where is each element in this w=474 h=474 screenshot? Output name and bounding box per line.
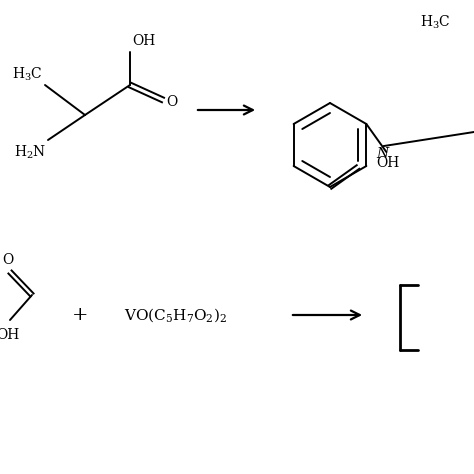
Text: $\mathregular{N}$: $\mathregular{N}$ bbox=[376, 146, 391, 162]
Text: $\mathregular{H_3C}$: $\mathregular{H_3C}$ bbox=[12, 65, 43, 83]
Text: OH: OH bbox=[0, 328, 19, 342]
Text: O: O bbox=[166, 95, 177, 109]
Text: $\mathregular{H_3C}$: $\mathregular{H_3C}$ bbox=[420, 13, 451, 31]
Text: $\mathregular{H_2N}$: $\mathregular{H_2N}$ bbox=[14, 144, 46, 162]
Text: OH: OH bbox=[377, 156, 400, 170]
Text: $\mathregular{VO(C_5H_7O_2)_2}$: $\mathregular{VO(C_5H_7O_2)_2}$ bbox=[124, 306, 227, 324]
Text: +: + bbox=[72, 306, 88, 324]
Text: OH: OH bbox=[132, 34, 155, 48]
Text: O: O bbox=[2, 253, 14, 267]
